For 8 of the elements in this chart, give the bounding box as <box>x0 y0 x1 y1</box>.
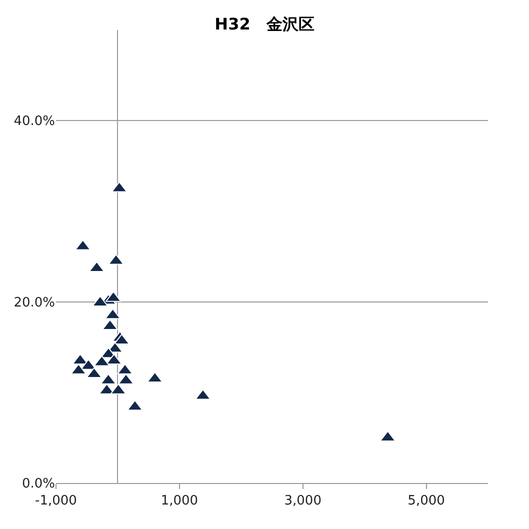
x-tick-label: -1,000 <box>35 494 77 509</box>
x-tick-label: 5,000 <box>408 494 445 509</box>
x-tick-label: 1,000 <box>160 494 198 509</box>
chart-title: H32 金沢区 <box>214 14 314 34</box>
y-tick-label: 40.0% <box>14 114 55 130</box>
y-tick-label: 20.0% <box>14 295 55 310</box>
x-tick-label: 3,000 <box>284 494 322 509</box>
y-tick-label: 0.0% <box>22 476 55 492</box>
